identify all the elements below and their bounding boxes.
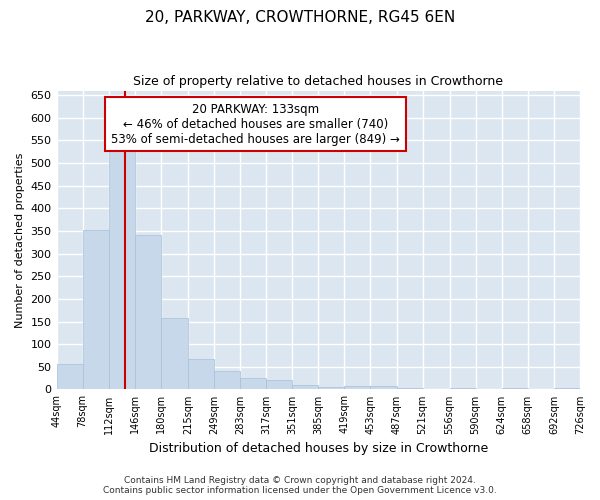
Y-axis label: Number of detached properties: Number of detached properties <box>15 152 25 328</box>
Bar <box>135 236 161 390</box>
Bar <box>56 364 83 390</box>
Bar <box>502 388 528 390</box>
Bar <box>83 230 109 390</box>
X-axis label: Distribution of detached houses by size in Crowthorne: Distribution of detached houses by size … <box>149 442 488 455</box>
Bar <box>397 388 422 390</box>
Title: Size of property relative to detached houses in Crowthorne: Size of property relative to detached ho… <box>133 75 503 88</box>
Bar <box>449 388 476 390</box>
Bar <box>109 146 135 390</box>
Bar <box>161 318 188 390</box>
Bar <box>318 387 344 390</box>
Bar <box>554 388 580 390</box>
Bar <box>292 385 318 390</box>
Bar <box>240 378 266 390</box>
Bar <box>370 386 397 390</box>
Text: Contains HM Land Registry data © Crown copyright and database right 2024.
Contai: Contains HM Land Registry data © Crown c… <box>103 476 497 495</box>
Bar <box>344 386 370 390</box>
Bar <box>266 380 292 390</box>
Bar <box>188 358 214 390</box>
Text: 20 PARKWAY: 133sqm
← 46% of detached houses are smaller (740)
53% of semi-detach: 20 PARKWAY: 133sqm ← 46% of detached hou… <box>111 102 400 146</box>
Bar <box>214 372 240 390</box>
Text: 20, PARKWAY, CROWTHORNE, RG45 6EN: 20, PARKWAY, CROWTHORNE, RG45 6EN <box>145 10 455 25</box>
